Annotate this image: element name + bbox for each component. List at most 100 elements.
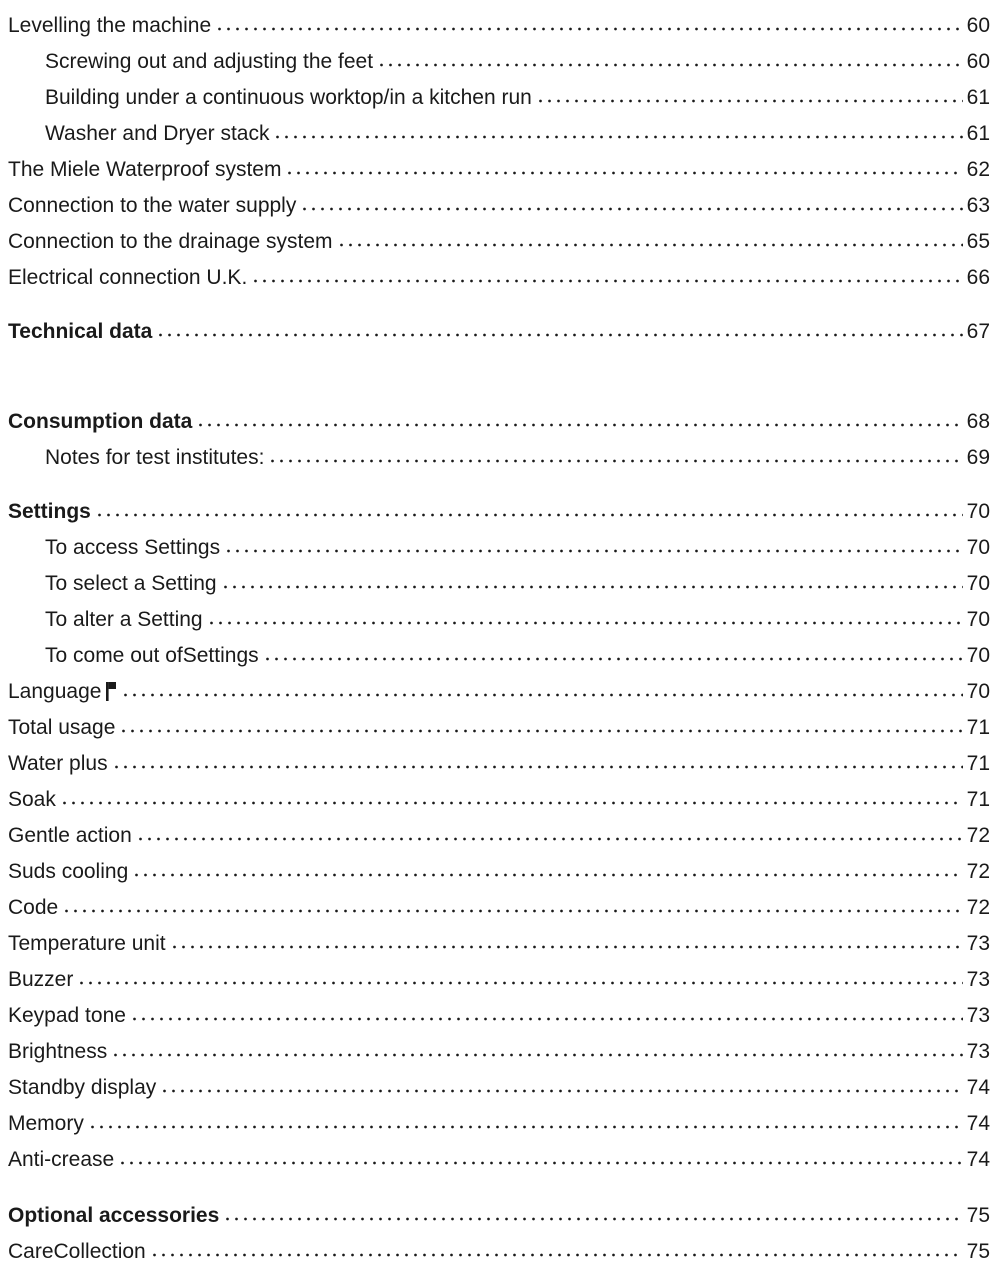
toc-entry-page-number: 62 [966,158,990,181]
toc-entry[interactable]: Consumption data 68 [8,396,990,432]
dot-leader [119,729,963,733]
toc-entry-title: Anti-crease [8,1148,115,1171]
toc-entry-page-number: 74 [966,1148,990,1171]
toc-entry-title: To alter a Setting [45,608,203,631]
toc-entry[interactable]: CareCollection 75 [8,1226,990,1262]
toc-entry-title: To access Settings [45,536,221,559]
toc-entry-title: Language [8,680,102,703]
toc-entry-title: Code [8,896,59,919]
toc-entry-page-number: 70 [966,536,990,559]
toc-entry-page-number: 72 [966,824,990,847]
toc-entry-page-number: 70 [966,644,990,667]
toc-entry[interactable]: Screwing out and adjusting the feet 60 [45,36,990,72]
toc-entry-page-number: 70 [966,680,990,703]
toc-entry[interactable]: Soak 71 [8,774,990,810]
toc-entry-title: Screwing out and adjusting the feet [45,50,374,73]
toc-entry[interactable]: Temperature unit 73 [8,918,990,954]
toc-entry[interactable]: Optional accessories 75 [8,1190,990,1226]
toc-entry[interactable]: Gentle action 72 [8,810,990,846]
toc-entry-page-number: 74 [966,1076,990,1099]
toc-entry-title: Building under a continuous worktop/in a… [45,86,532,109]
toc-entry-page-number: 74 [966,1112,990,1135]
toc-entry[interactable]: Standby display 74 [8,1062,990,1098]
dot-leader [149,1253,963,1257]
toc-entry[interactable]: To select a Setting 70 [45,558,990,594]
dot-leader [94,513,963,517]
toc-entry[interactable]: Connection to the water supply 63 [8,180,990,216]
dot-leader [273,135,963,139]
dot-leader [118,1161,963,1165]
toc-entry-page-number: 71 [966,788,990,811]
toc-entry[interactable]: Language 70 [8,666,990,702]
dot-leader [87,1125,963,1129]
toc-entry-title: Connection to the water supply [8,194,297,217]
toc-entry-title: Levelling the machine [8,14,212,37]
toc-entry[interactable]: Suds cooling 72 [8,846,990,882]
toc-entry-page-number: 61 [966,122,990,145]
dot-leader [169,945,963,949]
toc-entry-title: Standby display [8,1076,157,1099]
toc-entry-title: Technical data [8,320,153,343]
toc-entry[interactable]: Buzzer 73 [8,954,990,990]
toc-entry[interactable]: To access Settings 70 [45,522,990,558]
toc-entry[interactable]: Total usage 71 [8,702,990,738]
toc-entry-page-number: 73 [966,1004,990,1027]
dot-leader [262,657,963,661]
toc-entry-title: Electrical connection U.K. [8,266,248,289]
dot-leader [224,549,963,553]
toc-entry[interactable]: Technical data 67 [8,306,990,342]
toc-entry-page-number: 61 [966,86,990,109]
toc-entry-page-number: 75 [966,1204,990,1227]
dot-leader [129,1017,963,1021]
dot-leader [59,801,963,805]
toc-entry[interactable]: Connection to the drainage system 65 [8,216,990,252]
toc-entry[interactable]: To alter a Setting 70 [45,594,990,630]
dot-leader [223,1217,963,1221]
toc-entry-title: Total usage [8,716,116,739]
dot-leader [336,243,963,247]
dot-leader [121,693,963,697]
toc-entry[interactable]: Keypad tone 73 [8,990,990,1026]
toc-entry[interactable]: To come out of Settings 70 [45,630,990,666]
toc-entry[interactable]: Anti-crease 74 [8,1134,990,1170]
toc-entry-page-number: 75 [966,1240,990,1263]
toc-entry-title: Brightness [8,1040,108,1063]
toc-entry[interactable]: Levelling the machine 60 [8,0,990,36]
dot-leader [215,27,963,31]
toc-entry[interactable]: Electrical connection U.K. 66 [8,252,990,288]
toc-entry-title: Gentle action [8,824,132,847]
dot-leader [535,99,963,103]
toc-entry-page-number: 72 [966,860,990,883]
toc-entry-title: Suds cooling [8,860,129,883]
dot-leader [132,873,963,877]
toc-entry-page-number: 70 [966,608,990,631]
toc-entry-title: To come out of [45,644,183,667]
toc-entry-page-number: 60 [966,50,990,73]
toc-entry[interactable]: Code 72 [8,882,990,918]
dot-leader [111,765,963,769]
toc-entry[interactable]: Brightness 73 [8,1026,990,1062]
toc-entry-title: Connection to the drainage system [8,230,333,253]
toc-entry-title: Consumption data [8,410,193,433]
toc-entry-page-number: 73 [966,1040,990,1063]
toc-entry-title: Soak [8,788,56,811]
toc-entry-title: The Miele Waterproof system [8,158,282,181]
toc-entry[interactable]: Water plus 71 [8,738,990,774]
toc-entry-title: Washer and Dryer stack [45,122,270,145]
toc-entry-page-number: 73 [966,932,990,955]
toc-entry[interactable]: Memory 74 [8,1098,990,1134]
toc-entry-page-number: 67 [966,320,990,343]
toc-entry-page-number: 60 [966,14,990,37]
toc-entry-title: Keypad tone [8,1004,126,1027]
toc-entry[interactable]: The Miele Waterproof system 62 [8,144,990,180]
flag-icon [106,682,117,701]
toc-entry[interactable]: Notes for test institutes: 69 [45,432,990,468]
toc-entry[interactable]: Washer and Dryer stack 61 [45,108,990,144]
toc-entry-page-number: 63 [966,194,990,217]
toc-entry-page-number: 70 [966,500,990,523]
toc-entry-title: Water plus [8,752,108,775]
toc-entry[interactable]: Building under a continuous worktop/in a… [45,72,990,108]
toc-entry[interactable]: Settings 70 [8,486,990,522]
toc-entry-title: CareCollection [8,1240,146,1263]
